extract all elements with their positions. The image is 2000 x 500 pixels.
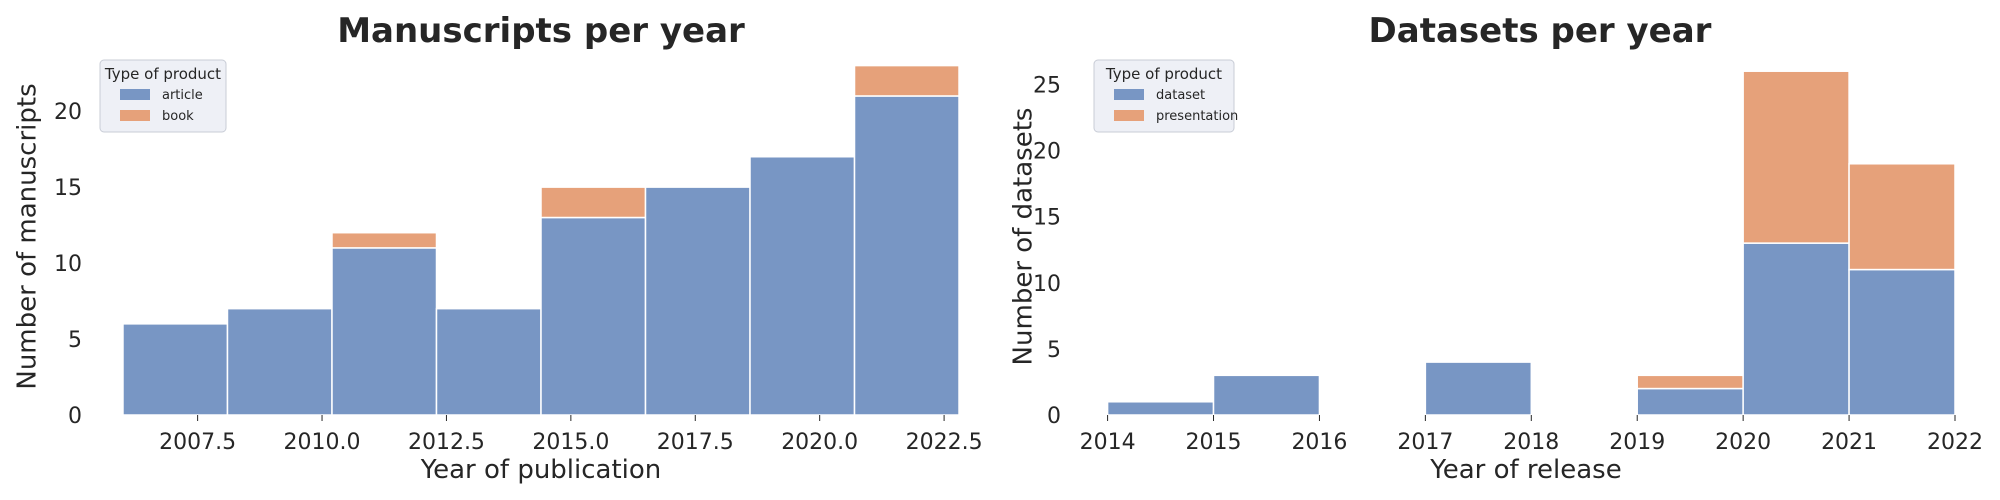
legend-entry-dataset: dataset <box>1156 88 1205 103</box>
bar-article-2 <box>226 307 333 416</box>
bar-presentation-6 <box>1636 374 1744 390</box>
bar-article-8 <box>853 95 960 416</box>
legend-swatch-article <box>120 89 150 100</box>
bar-article-1 <box>122 323 229 416</box>
x-tick-label: 2017 <box>1397 430 1453 455</box>
bars <box>122 64 960 416</box>
bar-dataset-6 <box>1636 387 1744 416</box>
legend: Type of product article book <box>99 59 227 133</box>
x-tick-label: 2015 <box>1186 430 1242 455</box>
chart-title: Datasets per year <box>1369 11 1712 51</box>
x-ticks: 2007.5 2010.0 2012.5 2015.0 2017.5 2020.0 2022… <box>159 415 983 455</box>
y-tick-label: 25 <box>1033 73 1061 98</box>
legend: Type of product dataset presentation <box>1093 59 1238 133</box>
x-tick-label: 2016 <box>1291 430 1347 455</box>
bar-dataset-2 <box>1212 374 1321 416</box>
legend-swatch-dataset <box>1114 89 1144 100</box>
bar-article-4 <box>435 307 542 416</box>
bar-dataset-7 <box>1742 242 1850 416</box>
y-tick-label: 5 <box>68 328 82 353</box>
x-axis-label: Year of release <box>1429 455 1621 485</box>
y-tick-label: 10 <box>1033 272 1061 297</box>
x-axis-label: Year of publication <box>420 455 662 485</box>
y-tick-label: 15 <box>54 176 82 201</box>
y-ticks: 0 5 10 15 20 25 <box>1033 73 1061 429</box>
bars <box>1106 70 1956 416</box>
legend-entry-book: book <box>162 109 194 124</box>
bar-presentation-8 <box>1848 163 1956 271</box>
y-ticks: 0 5 10 15 20 <box>54 100 82 429</box>
y-tick-label: 0 <box>68 404 82 429</box>
x-tick-label: 2020.0 <box>781 430 858 455</box>
chart-title: Manuscripts per year <box>337 11 745 51</box>
bar-presentation-7 <box>1742 70 1850 244</box>
x-tick-label: 2007.5 <box>159 430 236 455</box>
bar-article-3 <box>331 247 438 416</box>
y-tick-label: 0 <box>1047 404 1061 429</box>
y-axis-label: Number of manuscripts <box>13 83 43 389</box>
y-tick-label: 20 <box>1033 140 1061 165</box>
x-tick-label: 2021 <box>1821 430 1877 455</box>
x-tick-label: 2014 <box>1080 430 1136 455</box>
x-tick-label: 2019 <box>1609 430 1665 455</box>
y-tick-label: 20 <box>54 100 82 125</box>
bar-book-3 <box>331 231 438 249</box>
legend-swatch-book <box>120 110 150 121</box>
legend-title: Type of product <box>1105 65 1222 83</box>
bar-book-5 <box>540 186 647 219</box>
bar-dataset-1 <box>1106 401 1215 416</box>
x-tick-label: 2018 <box>1503 430 1559 455</box>
x-tick-label: 2022 <box>1927 430 1983 455</box>
y-tick-label: 5 <box>1047 338 1061 363</box>
x-tick-label: 2015.0 <box>532 430 609 455</box>
bar-book-8 <box>853 64 960 97</box>
x-tick-label: 2020 <box>1715 430 1771 455</box>
bar-article-5 <box>540 216 647 416</box>
x-tick-label: 2022.5 <box>906 430 983 455</box>
legend-title: Type of product <box>104 65 221 83</box>
bar-article-6 <box>644 186 751 416</box>
legend-entry-article: article <box>162 88 203 103</box>
bar-dataset-4 <box>1424 361 1533 416</box>
x-tick-label: 2010.0 <box>284 430 361 455</box>
x-tick-label: 2012.5 <box>408 430 485 455</box>
x-ticks: 2014 2015 2016 2017 2018 2019 2020 2021 2022 <box>1080 415 1983 455</box>
bar-article-7 <box>749 155 856 416</box>
legend-swatch-presentation <box>1114 110 1144 121</box>
x-tick-label: 2017.5 <box>657 430 734 455</box>
bar-dataset-8 <box>1848 268 1956 416</box>
y-tick-label: 15 <box>1033 206 1061 231</box>
legend-entry-presentation: presentation <box>1156 109 1238 124</box>
y-axis-label: Number of datasets <box>1009 108 1039 366</box>
y-tick-label: 10 <box>54 252 82 277</box>
